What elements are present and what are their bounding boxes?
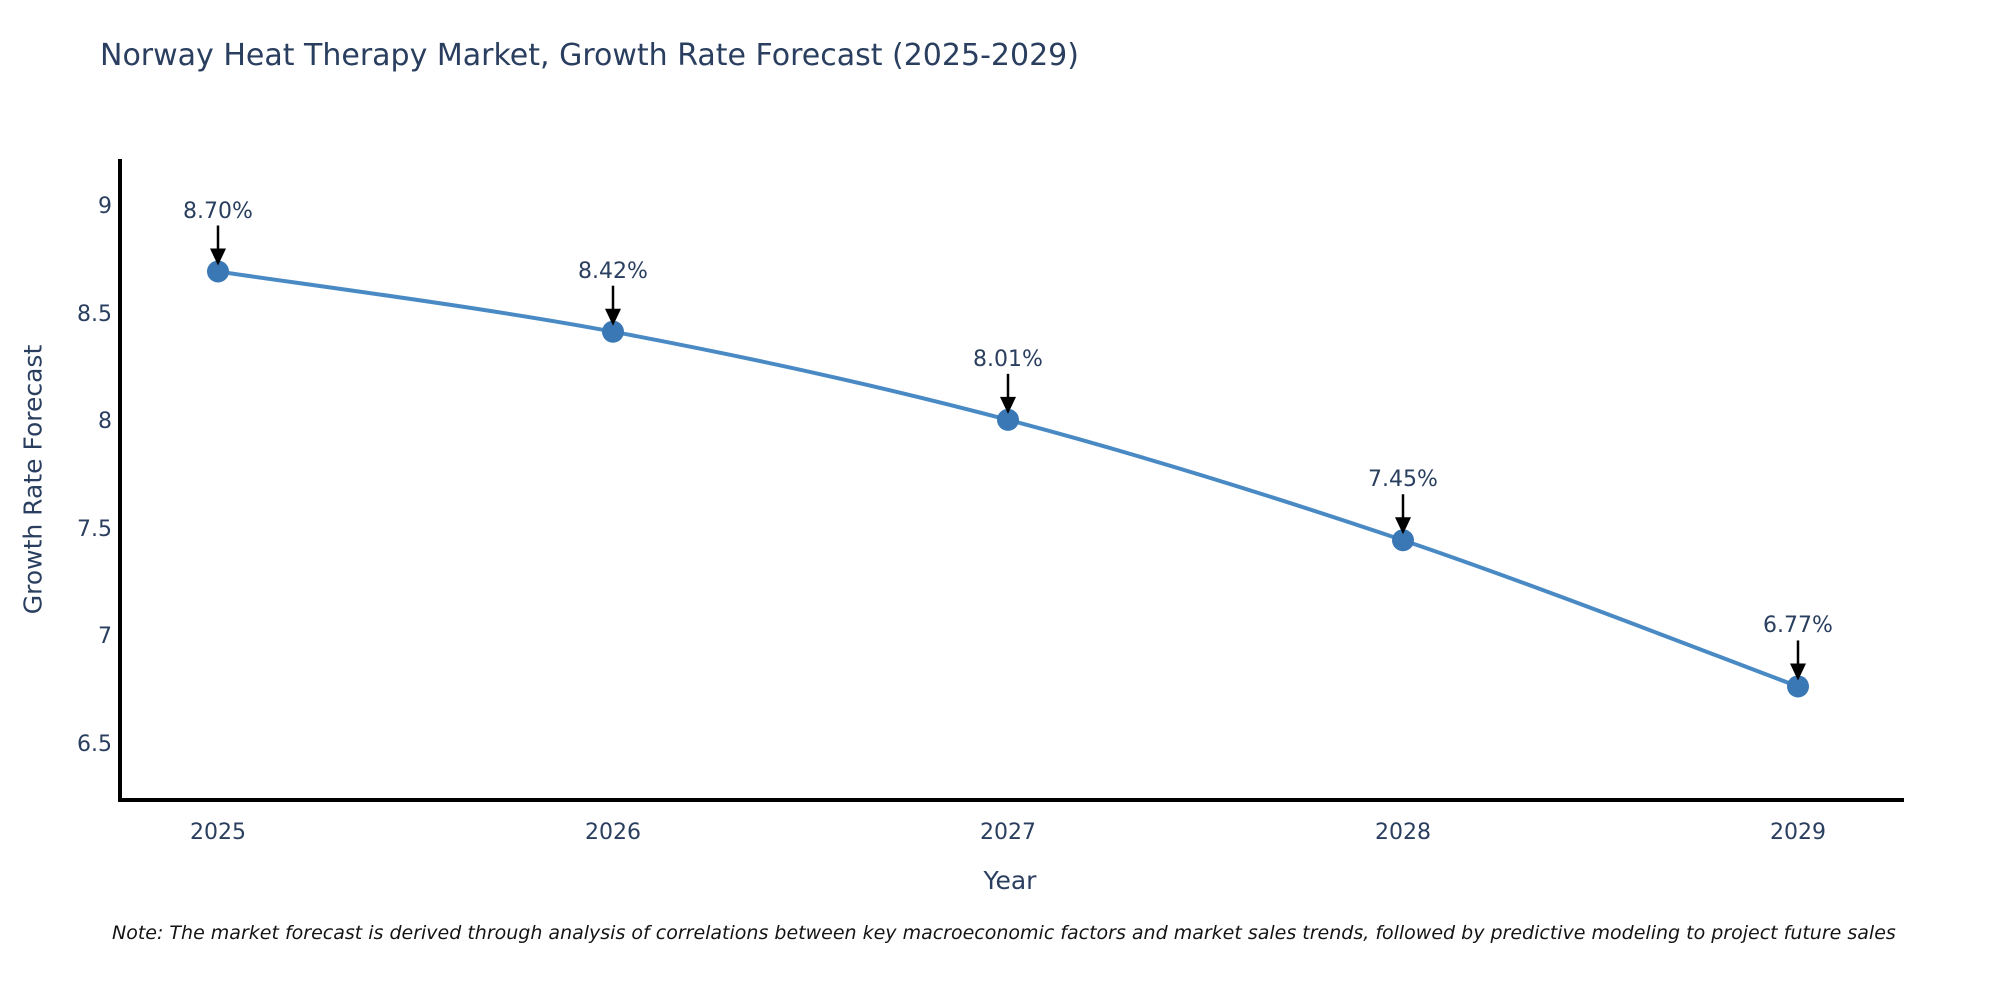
data-point-marker — [997, 408, 1019, 431]
y-tick-label: 9 — [98, 194, 112, 219]
point-annotation: 8.01% — [973, 346, 1043, 372]
y-tick-label: 7 — [98, 624, 112, 649]
annotation-arrowhead — [1790, 663, 1806, 681]
x-tick-label: 2026 — [585, 820, 641, 845]
annotation-arrowhead — [605, 308, 621, 326]
y-axis-title: Growth Rate Forecast — [18, 344, 48, 615]
y-tick-label: 7.5 — [77, 516, 112, 542]
x-tick-label: 2028 — [1375, 820, 1431, 845]
annotation-arrowhead — [210, 248, 226, 266]
y-tick-label: 6.5 — [77, 731, 112, 757]
point-annotation: 8.42% — [578, 258, 648, 284]
x-tick-label: 2027 — [980, 820, 1036, 845]
y-tick-label: 8.5 — [77, 301, 112, 327]
series-line — [217, 269, 1799, 689]
point-annotation: 6.77% — [1763, 613, 1833, 639]
x-axis-title: Year — [983, 866, 1037, 895]
annotation-arrowhead — [1000, 396, 1016, 414]
annotation-arrowhead — [1395, 517, 1411, 535]
data-point-marker — [207, 260, 229, 283]
x-tick-label: 2025 — [190, 820, 246, 845]
data-point-marker — [602, 320, 624, 343]
point-annotation: 7.45% — [1368, 467, 1438, 493]
point-annotation: 8.70% — [183, 198, 253, 224]
footnote: Note: The market forecast is derived thr… — [112, 922, 1896, 944]
data-point-marker — [1392, 529, 1414, 552]
chart-title: Norway Heat Therapy Market, Growth Rate … — [100, 38, 1079, 73]
data-point-marker — [1787, 675, 1809, 698]
y-tick-label: 8 — [98, 409, 112, 434]
x-tick-label: 2029 — [1770, 820, 1826, 845]
